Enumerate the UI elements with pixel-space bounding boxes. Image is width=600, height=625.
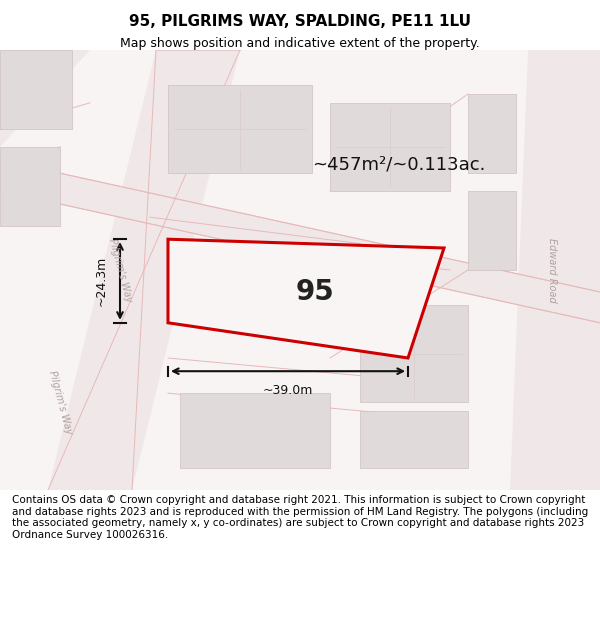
Polygon shape [48,50,240,490]
Text: Contains OS data © Crown copyright and database right 2021. This information is : Contains OS data © Crown copyright and d… [12,495,588,540]
Text: ~457m²/~0.113ac.: ~457m²/~0.113ac. [312,156,485,173]
Polygon shape [510,50,600,490]
Polygon shape [360,411,468,468]
Polygon shape [330,102,450,191]
Polygon shape [168,85,312,173]
Text: ~24.3m: ~24.3m [95,256,108,306]
Polygon shape [168,239,444,358]
Text: 95, PILGRIMS WAY, SPALDING, PE11 1LU: 95, PILGRIMS WAY, SPALDING, PE11 1LU [129,14,471,29]
Text: Map shows position and indicative extent of the property.: Map shows position and indicative extent… [120,38,480,51]
Polygon shape [0,160,600,322]
Polygon shape [360,305,468,402]
Polygon shape [0,50,72,129]
Polygon shape [180,393,330,468]
Text: Pilgrim's Way: Pilgrim's Way [47,369,73,435]
Text: Pilgrim's Way: Pilgrim's Way [107,237,133,303]
Text: ~39.0m: ~39.0m [263,384,313,398]
Polygon shape [0,147,60,226]
Polygon shape [0,50,90,147]
Polygon shape [468,191,516,270]
Polygon shape [468,94,516,173]
Text: Edward Road: Edward Road [547,238,557,302]
Text: 95: 95 [296,278,334,306]
